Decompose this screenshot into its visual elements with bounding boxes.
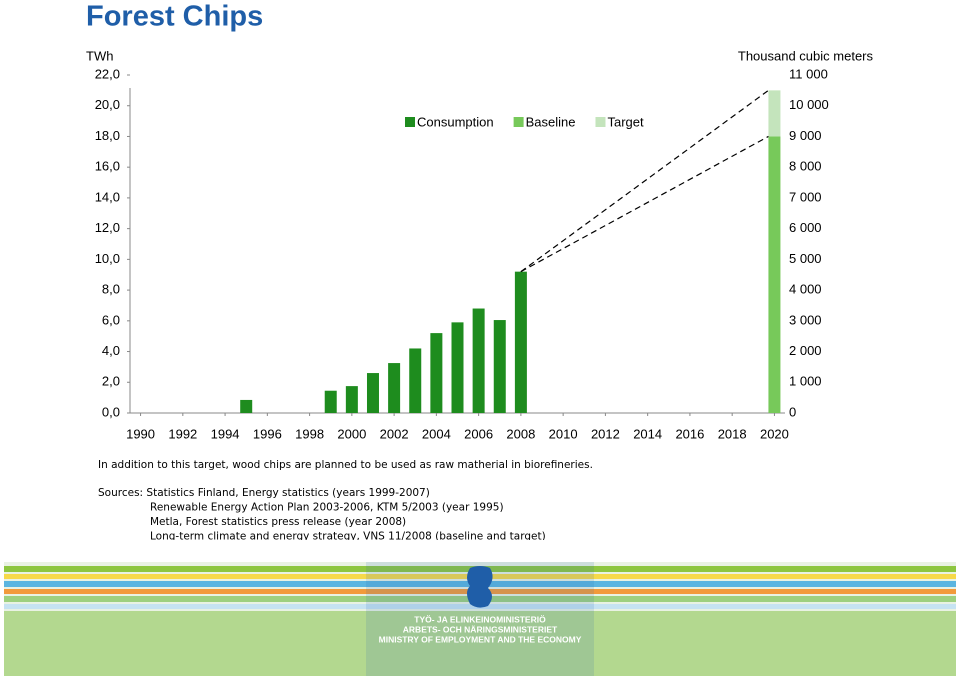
y-tick-label: 6,0 xyxy=(102,312,120,327)
legend-swatch xyxy=(513,117,524,127)
projection-line xyxy=(520,89,769,273)
source-line: Long-term climate and energy strategy, V… xyxy=(150,531,546,543)
x-tick-label: 2006 xyxy=(464,426,493,441)
y2-tick-label: 7 000 xyxy=(789,189,822,204)
y2-axis-title: Thousand cubic meters xyxy=(738,48,874,63)
y-tick-label: 10,0 xyxy=(95,251,120,266)
bar xyxy=(366,373,379,413)
y-tick-label: 18,0 xyxy=(95,128,120,143)
x-tick-label: 2002 xyxy=(380,426,409,441)
y-tick-label: 8,0 xyxy=(102,282,120,297)
legend-swatch xyxy=(405,117,415,127)
bar xyxy=(768,90,781,137)
projection-line xyxy=(520,135,769,273)
x-tick-label: 1994 xyxy=(211,426,240,441)
source-line: Sources: Statistics Finland, Energy stat… xyxy=(98,487,430,499)
x-tick-label: 2010 xyxy=(549,426,578,441)
legend-label: Target xyxy=(607,114,644,129)
x-tick-label: 1996 xyxy=(253,426,282,441)
bar xyxy=(493,320,506,413)
y2-tick-label: 11 000 xyxy=(789,66,828,81)
bar xyxy=(240,399,253,413)
bar xyxy=(345,386,358,413)
y2-tick-label: 1 000 xyxy=(789,374,822,389)
legend-swatch xyxy=(595,117,606,127)
y-tick-label: 20,0 xyxy=(95,97,120,112)
x-tick-label: 2012 xyxy=(591,426,620,441)
bar xyxy=(324,390,337,413)
sources: Sources: Statistics Finland, Energy stat… xyxy=(98,487,546,543)
y-tick-label: 0,0 xyxy=(102,404,120,419)
stripe xyxy=(4,611,956,676)
bar xyxy=(472,308,485,413)
x-tick-label: 2020 xyxy=(760,426,789,441)
chart-title: Forest Chips xyxy=(86,1,263,33)
y-axis-title: TWh xyxy=(86,48,113,63)
source-line: Metla, Forest statistics press release (… xyxy=(150,516,406,528)
x-tick-label: 1998 xyxy=(295,426,324,441)
footer-line: TYÖ- JA ELINKEINOMINISTERIÖ xyxy=(414,614,546,624)
x-tick-label: 2016 xyxy=(675,426,704,441)
y-tick-label: 4,0 xyxy=(102,343,120,358)
legend-label: Baseline xyxy=(526,114,576,129)
x-tick-label: 2000 xyxy=(337,426,366,441)
x-tick-label: 2008 xyxy=(506,426,535,441)
y-tick-label: 12,0 xyxy=(95,220,120,235)
y2-tick-label: 5 000 xyxy=(789,251,822,266)
bar xyxy=(514,271,527,413)
y2-tick-label: 8 000 xyxy=(789,159,822,174)
bar xyxy=(409,348,422,413)
source-line: Renewable Energy Action Plan 2003-2006, … xyxy=(150,502,504,514)
logo-lion xyxy=(467,566,493,608)
legend-label: Consumption xyxy=(417,114,494,129)
y2-tick-label: 3 000 xyxy=(789,312,822,327)
y-tick-label: 14,0 xyxy=(95,189,120,204)
bar xyxy=(430,333,443,413)
y2-tick-label: 9 000 xyxy=(789,128,822,143)
y2-tick-label: 4 000 xyxy=(789,282,822,297)
x-tick-label: 2014 xyxy=(633,426,662,441)
x-tick-label: 1992 xyxy=(168,426,197,441)
y-tick-label: 16,0 xyxy=(95,159,120,174)
x-tick-label: 1990 xyxy=(126,426,155,441)
bar xyxy=(768,136,781,414)
bar xyxy=(388,363,401,413)
y2-tick-label: 0 xyxy=(789,404,796,419)
y2-tick-label: 10 000 xyxy=(789,97,829,112)
y-tick-label: 2,0 xyxy=(102,374,120,389)
note: In addition to this target, wood chips a… xyxy=(98,459,593,471)
x-tick-label: 2018 xyxy=(718,426,747,441)
footer-line: MINISTRY OF EMPLOYMENT AND THE ECONOMY xyxy=(379,634,582,644)
y2-tick-label: 6 000 xyxy=(789,220,822,235)
bar xyxy=(451,322,464,413)
x-tick-label: 2004 xyxy=(422,426,451,441)
footer-line: ARBETS- OCH NÄRINGSMINISTERIET xyxy=(403,624,558,634)
y2-tick-label: 2 000 xyxy=(789,343,822,358)
y-tick-label: 22,0 xyxy=(95,66,120,81)
